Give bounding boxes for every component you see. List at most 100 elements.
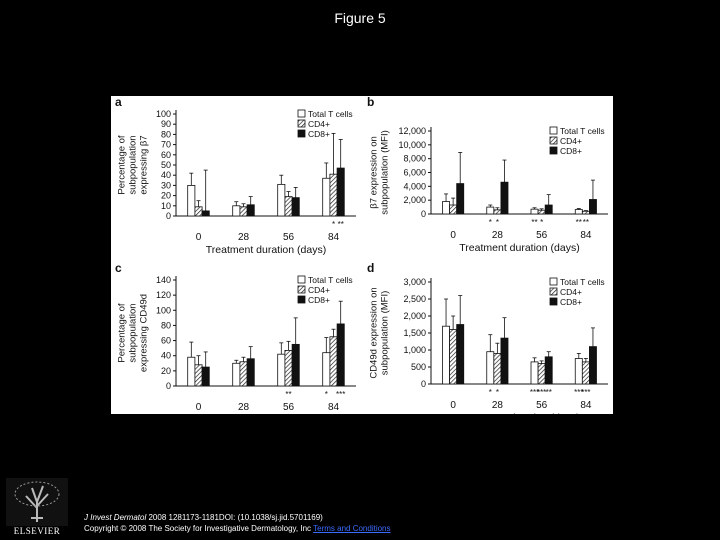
legend-swatch [549,146,558,155]
y-axis-label: β7 expression on [368,136,379,209]
y-tick-label: 500 [411,362,426,372]
x-tick-label: 56 [283,232,295,243]
y-tick-label: 10 [161,201,171,211]
y-tick-label: 50 [161,160,171,170]
significance-mark: * [496,388,499,397]
significance-mark: ** [546,388,552,397]
bar [537,363,546,385]
significance-mark: ** [531,218,537,227]
x-axis-label: Treatment duration (days) [206,244,326,256]
legend-label: CD8+ [560,297,582,307]
x-tick-label: 28 [238,402,250,413]
slide-title: Figure 5 [334,10,386,26]
bar [500,181,509,215]
y-tick-label: 60 [161,150,171,160]
legend-label: CD4+ [560,287,582,297]
bar [194,206,203,217]
panel-letter: c [115,261,122,275]
y-axis-label: subpopulation (MFI) [379,130,390,214]
y-tick-label: 80 [161,129,171,139]
bar [589,199,597,215]
figure-panel: a 0 10 20 30 40 50 60 70 80 90 100 Percentage of subp… [111,96,613,414]
bar [530,208,539,215]
bar [574,358,583,385]
bar [187,356,196,387]
bar [581,210,590,215]
y-tick-label: 8,000 [403,154,426,164]
bar [194,364,203,387]
significance-mark: *** [530,388,539,397]
citation-text: 2008 1281173-1181DOI: (10.1038/sj.jid.57… [146,513,323,522]
bar [336,167,345,217]
bar [456,324,465,385]
significance-mark: ** [338,220,344,229]
bar [336,323,345,387]
bar [291,343,300,387]
bar [322,352,331,387]
x-tick-label: 0 [196,232,202,243]
legend-swatch [549,277,558,286]
y-tick-label: 60 [161,336,171,346]
bar [456,183,465,215]
bar [544,356,553,385]
significance-mark: * [489,388,492,397]
x-tick-label: 84 [328,232,340,243]
x-tick-label: 28 [492,230,504,241]
journal-name: J Invest Dermatol [84,513,147,522]
legend-label: CD4+ [308,285,330,295]
y-tick-label: 3,000 [403,277,426,287]
y-tick-label: 0 [421,209,426,219]
bar [500,337,509,385]
y-tick-label: 1,500 [403,328,426,338]
bar [442,325,450,385]
bar [581,361,590,385]
footer: J Invest Dermatol 2008 1281173-1181DOI: … [84,512,391,534]
legend-label: Total T cells [560,126,605,136]
bar [537,209,546,215]
y-tick-label: 70 [161,140,171,150]
bar [486,351,495,385]
x-tick-label: 84 [580,400,592,411]
bar [589,346,597,385]
y-tick-label: 1,000 [403,345,426,355]
elsevier-tree-icon [6,478,68,526]
y-tick-label: 40 [161,170,171,180]
significance-mark: * [325,390,328,399]
x-tick-label: 84 [580,230,592,241]
y-axis-label: subpopulation [127,303,138,362]
x-tick-label: 0 [450,400,456,411]
y-tick-label: 140 [156,275,171,285]
legend-swatch [549,126,558,135]
y-tick-label: 20 [161,191,171,201]
bar [284,196,293,217]
y-tick-label: 4,000 [403,181,426,191]
panel-letter: b [367,96,374,109]
y-tick-label: 2,000 [403,195,426,205]
legend-swatch [297,285,306,294]
bar [201,210,210,217]
bar [246,204,255,217]
y-tick-label: 2,000 [403,311,426,321]
legend-swatch [549,297,558,306]
bar [329,173,338,217]
bar [232,362,241,387]
significance-mark: *** [336,390,345,399]
x-tick-label: 56 [536,230,548,241]
bar [239,206,248,217]
legend-swatch [297,295,306,304]
terms-link[interactable]: Terms and Conditions [313,524,391,533]
significance-mark: * [496,218,499,227]
y-tick-label: 0 [166,381,171,391]
y-tick-label: 0 [421,379,426,389]
legend-label: Total T cells [560,277,605,287]
bar [187,185,196,217]
legend-label: CD8+ [308,129,330,139]
chart-panel-d: d 0 500 1,000 1,500 2,000 2,500 3,000 CD49d expr… [367,261,608,414]
y-tick-label: 20 [161,366,171,376]
significance-mark: * [489,218,492,227]
panel-letter: a [115,96,122,109]
y-axis-label: expressing CD49d [138,294,149,372]
y-axis-label: expressing β7 [138,135,149,194]
y-tick-label: 2,500 [403,294,426,304]
chart-panel-c: c 0 20 40 60 80 100 120 140 Percentage of subpopul… [115,261,356,413]
